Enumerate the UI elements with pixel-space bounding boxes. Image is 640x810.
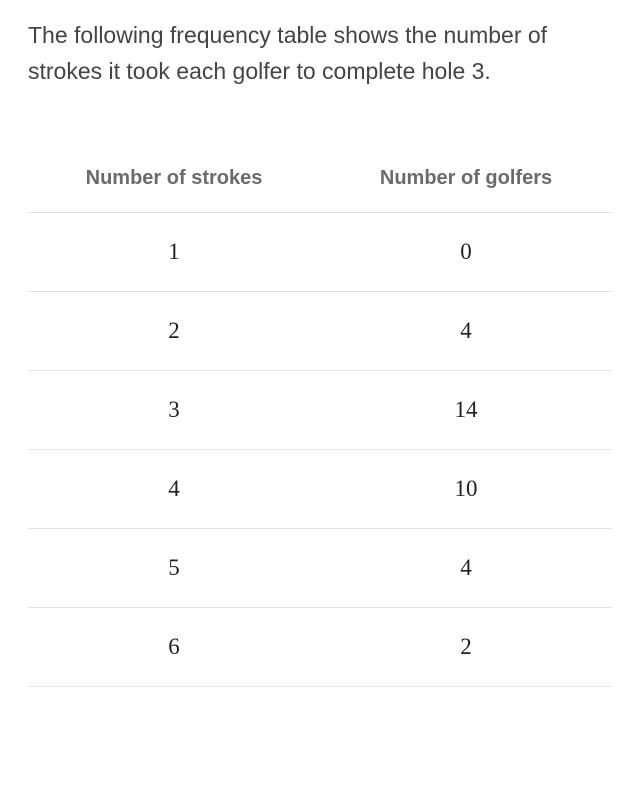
cell-golfers: 4 (320, 529, 612, 608)
table-row: 5 4 (28, 529, 612, 608)
cell-strokes: 2 (28, 292, 320, 371)
cell-strokes: 4 (28, 450, 320, 529)
cell-strokes: 5 (28, 529, 320, 608)
table-row: 3 14 (28, 371, 612, 450)
problem-description: The following frequency table shows the … (28, 18, 612, 89)
cell-golfers: 14 (320, 371, 612, 450)
cell-strokes: 3 (28, 371, 320, 450)
cell-golfers: 2 (320, 608, 612, 687)
table-row: 4 10 (28, 450, 612, 529)
table-header-row: Number of strokes Number of golfers (28, 145, 612, 213)
frequency-table: Number of strokes Number of golfers 1 0 … (28, 145, 612, 687)
cell-strokes: 6 (28, 608, 320, 687)
table-row: 2 4 (28, 292, 612, 371)
column-header-strokes: Number of strokes (28, 145, 320, 213)
cell-golfers: 4 (320, 292, 612, 371)
cell-golfers: 10 (320, 450, 612, 529)
cell-golfers: 0 (320, 213, 612, 292)
cell-strokes: 1 (28, 213, 320, 292)
table-row: 1 0 (28, 213, 612, 292)
table-row: 6 2 (28, 608, 612, 687)
column-header-golfers: Number of golfers (320, 145, 612, 213)
